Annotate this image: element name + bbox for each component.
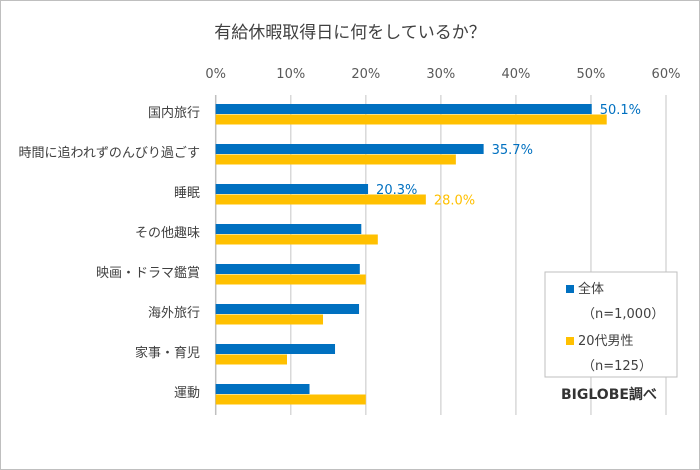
category-label: 運動 bbox=[174, 386, 200, 401]
bar-20s-male bbox=[215, 354, 287, 365]
x-tick-label: 40% bbox=[501, 67, 530, 82]
data-label: 50.1% bbox=[600, 103, 641, 118]
x-tick-label: 0% bbox=[205, 67, 226, 82]
data-label: 28.0% bbox=[434, 194, 475, 209]
category-label: 家事・育児 bbox=[135, 345, 200, 361]
legend-label-all: 全体 bbox=[578, 281, 604, 297]
bar-all bbox=[215, 144, 484, 154]
bar-all bbox=[215, 344, 336, 354]
bar-all bbox=[215, 104, 592, 114]
bar-all bbox=[215, 184, 369, 194]
source-note: BIGLOBE調べ bbox=[561, 386, 657, 403]
bar-20s-male bbox=[215, 154, 456, 165]
category-label: 海外旅行 bbox=[148, 306, 200, 321]
bar-all bbox=[215, 264, 360, 274]
category-label: その他趣味 bbox=[135, 226, 200, 241]
legend-sample-20s-male: （n=125） bbox=[582, 359, 652, 374]
bar-all bbox=[215, 224, 362, 234]
bar-20s-male bbox=[215, 234, 378, 245]
legend-swatch-all bbox=[566, 285, 574, 293]
bar-all bbox=[215, 384, 310, 394]
bar-20s-male bbox=[215, 394, 366, 405]
data-label: 35.7% bbox=[492, 143, 533, 158]
data-label: 20.3% bbox=[376, 183, 417, 198]
chart-title: 有給休暇取得日に何をしているか？ bbox=[214, 23, 486, 43]
bar-20s-male bbox=[215, 114, 607, 125]
bar-all bbox=[215, 304, 360, 314]
x-tick-label: 20% bbox=[351, 67, 380, 82]
category-label: 時間に追われずのんびり過ごす bbox=[19, 145, 200, 161]
legend-swatch-20s-male bbox=[566, 337, 574, 345]
bar-20s-male bbox=[215, 274, 366, 285]
category-label: 国内旅行 bbox=[148, 105, 200, 121]
x-tick-label: 10% bbox=[276, 67, 305, 82]
x-tick-label: 50% bbox=[576, 67, 605, 82]
legend: 全体 （n=1,000） 20代男性 （n=125） bbox=[544, 271, 678, 378]
category-label: 映画・ドラマ鑑賞 bbox=[96, 265, 200, 281]
bar-20s-male bbox=[215, 194, 426, 205]
legend-label-20s-male: 20代男性 bbox=[578, 334, 634, 349]
legend-sample-all: （n=1,000） bbox=[582, 307, 664, 322]
x-tick-label: 60% bbox=[652, 67, 681, 82]
bar-20s-male bbox=[215, 314, 324, 325]
x-tick-label: 30% bbox=[426, 67, 455, 82]
category-label: 睡眠 bbox=[174, 186, 200, 201]
